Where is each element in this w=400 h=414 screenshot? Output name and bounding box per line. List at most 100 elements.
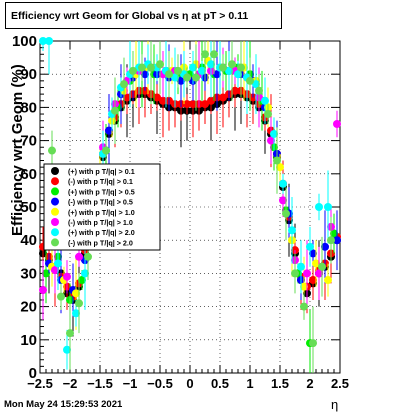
data-point xyxy=(330,229,338,238)
x-tick-label: −1.5 xyxy=(87,376,113,391)
data-point xyxy=(309,276,317,285)
data-point xyxy=(39,286,47,294)
y-tick-label: 80 xyxy=(20,99,37,116)
legend-marker xyxy=(51,207,59,216)
chart-title: Efficiency wrt Geom for Global vs η at p… xyxy=(5,2,282,29)
data-point xyxy=(159,96,167,105)
data-point xyxy=(45,37,53,45)
data-point xyxy=(297,262,305,271)
y-tick-label: 20 xyxy=(20,299,37,316)
data-point xyxy=(276,163,284,172)
legend-entry: (-) with p T/|q| > 0.5 xyxy=(68,198,133,207)
data-point xyxy=(315,269,323,278)
data-point xyxy=(72,289,80,298)
legend-entry: (+) with p T/|q| > 0.5 xyxy=(68,187,135,196)
y-tick-label: 70 xyxy=(20,133,37,150)
x-tick-label: −2 xyxy=(63,376,78,391)
data-point xyxy=(84,252,92,261)
data-point xyxy=(282,209,290,218)
data-point xyxy=(210,50,218,59)
data-point xyxy=(120,80,128,89)
legend-entry: (-) with p T/|q| > 0.1 xyxy=(68,177,133,186)
data-point xyxy=(225,66,233,75)
data-point xyxy=(300,282,308,291)
data-point xyxy=(231,86,239,95)
data-point xyxy=(234,70,242,79)
data-point xyxy=(252,80,260,89)
x-tick-label: 1 xyxy=(246,376,253,391)
y-tick-label: 100 xyxy=(12,33,37,50)
data-point xyxy=(123,93,131,102)
x-tick-label: 2 xyxy=(306,376,313,391)
data-point xyxy=(192,73,200,82)
x-tick-label: 2.5 xyxy=(331,376,349,391)
data-point xyxy=(111,106,119,115)
data-point xyxy=(207,60,215,69)
legend-marker xyxy=(51,167,59,175)
y-tick-label: 40 xyxy=(20,232,37,249)
y-tick-label: 0 xyxy=(29,365,37,382)
x-tick-label: −0.5 xyxy=(147,376,173,391)
legend-marker xyxy=(51,238,59,247)
data-point xyxy=(306,242,314,251)
data-point xyxy=(327,236,335,245)
data-point xyxy=(81,269,89,278)
legend-marker xyxy=(51,218,59,226)
x-tick-label: −1 xyxy=(123,376,138,391)
legend-entry: (-) with p T/|q| > 1.0 xyxy=(68,218,133,227)
data-point xyxy=(147,63,155,72)
data-point xyxy=(228,60,236,69)
data-point xyxy=(66,329,74,338)
data-point xyxy=(48,146,56,155)
y-tick-label: 10 xyxy=(20,332,37,349)
data-point xyxy=(183,73,191,82)
series-7 xyxy=(39,37,332,370)
y-tick-label: 30 xyxy=(20,265,37,282)
data-point xyxy=(318,262,326,271)
data-point xyxy=(171,73,179,82)
x-tick-label: 0 xyxy=(186,376,193,391)
data-point xyxy=(156,60,164,69)
data-point xyxy=(312,259,320,268)
data-point xyxy=(129,66,137,75)
data-point xyxy=(165,70,173,79)
legend-box xyxy=(43,163,161,251)
data-point xyxy=(279,196,287,205)
data-point xyxy=(153,93,161,102)
data-point xyxy=(270,129,278,138)
y-tick-label: 90 xyxy=(20,66,37,83)
data-point xyxy=(288,226,296,235)
data-point xyxy=(51,266,59,275)
data-point xyxy=(246,76,254,85)
data-point xyxy=(321,242,329,251)
data-point xyxy=(201,100,209,109)
data-point xyxy=(189,100,197,109)
data-point xyxy=(63,272,71,281)
data-point xyxy=(105,126,113,135)
data-point xyxy=(198,66,206,75)
data-point xyxy=(291,269,299,278)
data-point xyxy=(315,203,323,211)
data-point xyxy=(261,96,269,105)
data-point xyxy=(174,66,182,75)
data-point xyxy=(324,203,332,211)
data-point xyxy=(177,76,185,85)
data-point xyxy=(189,63,197,72)
y-tick-label: 60 xyxy=(20,166,37,183)
data-point xyxy=(267,136,275,145)
legend-entry: (+) with p T/|q| > 0.1 xyxy=(68,167,135,176)
x-tick-label: 1.5 xyxy=(271,376,289,391)
axis-ticks: −2.5 −2 −1.5 −1 −0.5 0 0.5 1 1.5 2 2.5 0 10 20 30 40 50 6… xyxy=(12,33,349,391)
data-point xyxy=(75,252,83,261)
data-point xyxy=(324,276,332,285)
data-point xyxy=(237,63,245,72)
x-tick-label: 0.5 xyxy=(211,376,229,391)
x-tick-label: −2.5 xyxy=(27,376,53,391)
data-point xyxy=(63,345,71,354)
legend-marker xyxy=(51,197,59,206)
y-tick-label: 50 xyxy=(20,199,37,216)
data-point xyxy=(273,156,281,165)
data-point xyxy=(255,86,263,95)
series-layer xyxy=(39,37,341,373)
